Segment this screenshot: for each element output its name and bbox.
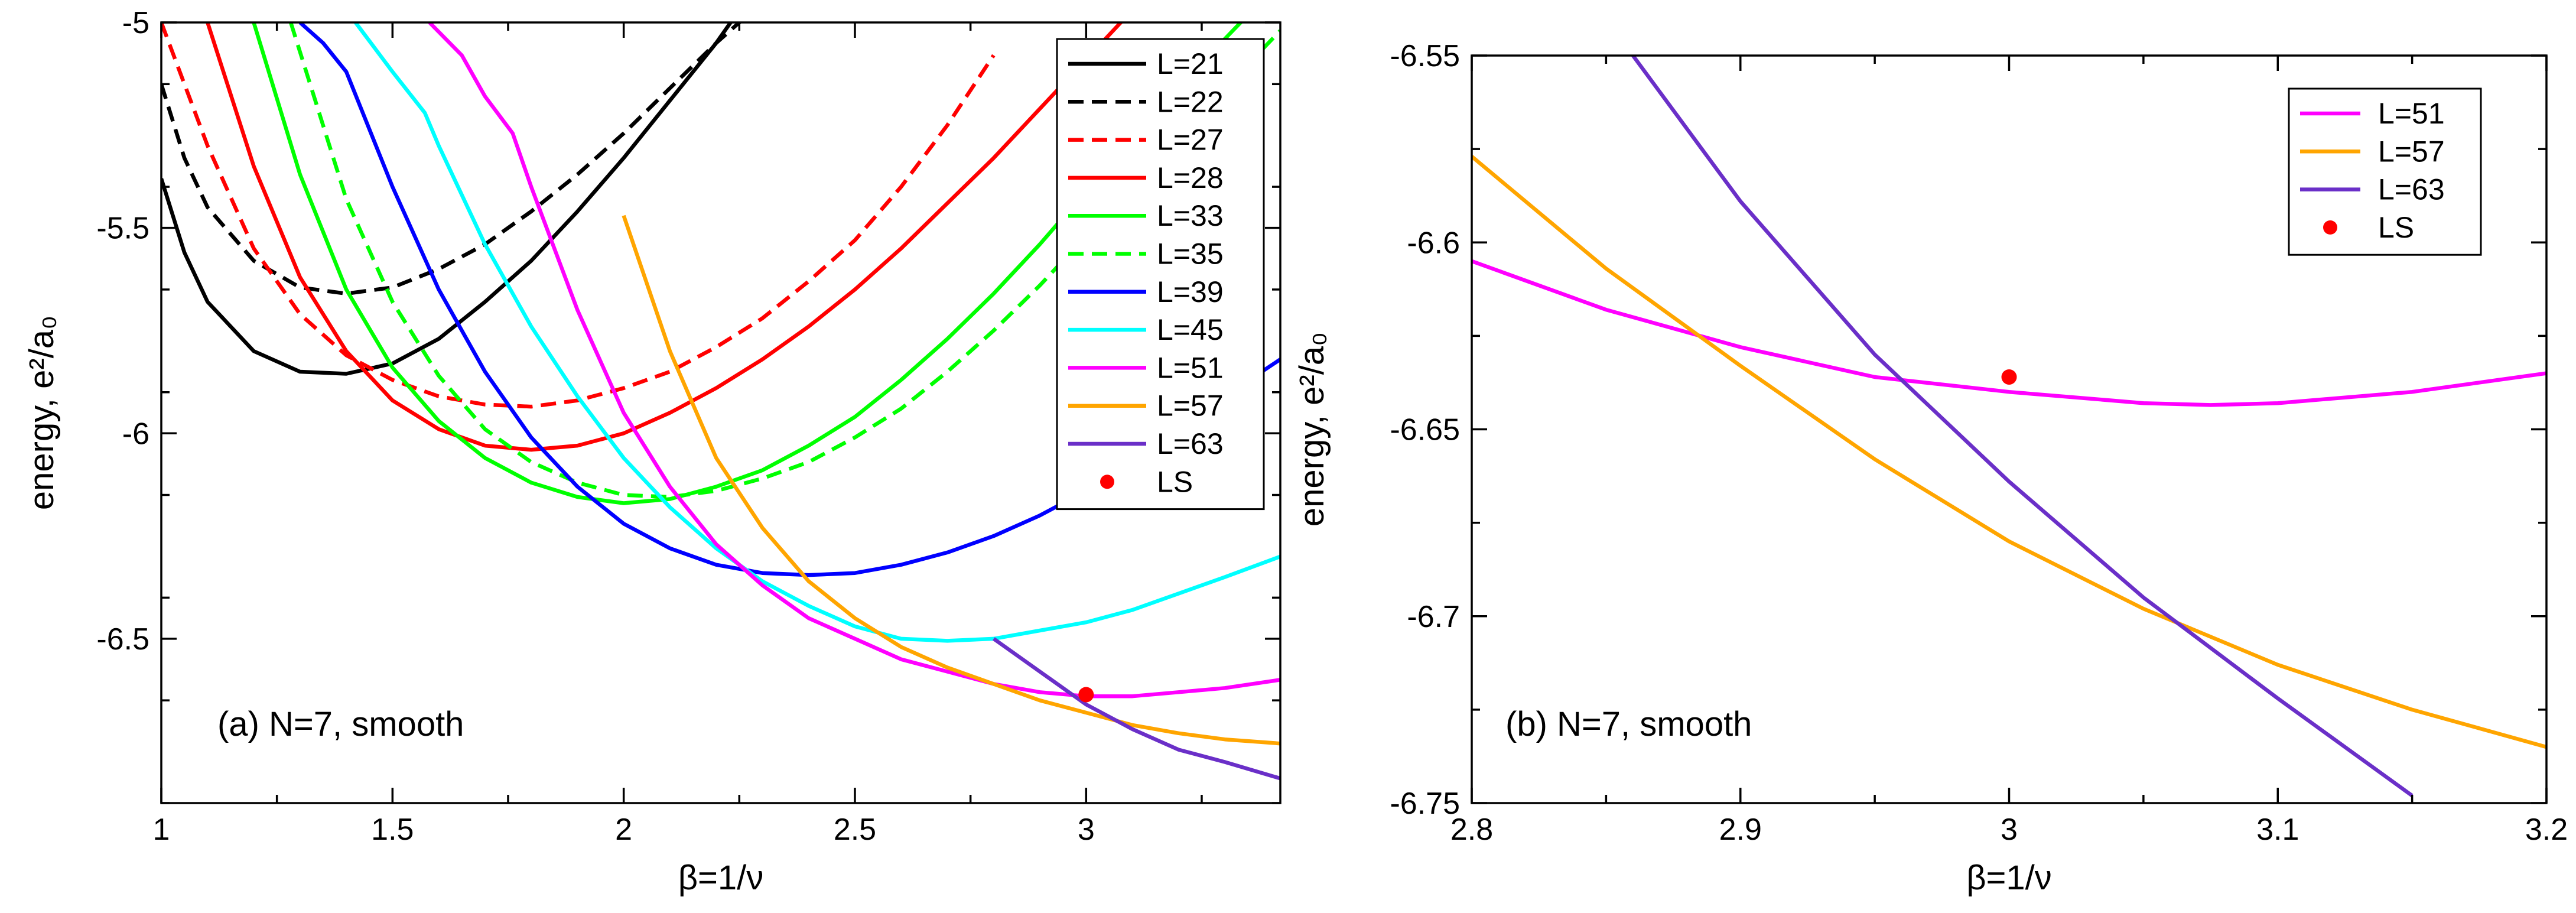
legend-label: L=27 xyxy=(1157,124,1224,157)
y-tick-label: -6.5 xyxy=(96,622,149,657)
x-tick-label: 2.9 xyxy=(1719,813,1762,847)
ls-data-point xyxy=(1078,687,1094,703)
legend: L=21 L=22 L=27 L=28 L=33 L=35 L=39 L=45 L=51 L=57… xyxy=(1056,38,1265,511)
x-tick-label: 1 xyxy=(153,813,170,847)
panel-b: 2.8 2.9 3 3.1 3.2 -6.75 -6.7 -6.65 -6.6 -6.55 β=1/… xyxy=(1293,39,2568,897)
legend-label: L=28 xyxy=(1157,161,1224,194)
x-axis-title: β=1/ν xyxy=(678,859,764,897)
y-tick-label: -5 xyxy=(122,6,149,40)
x-tick-label: 3 xyxy=(2001,813,2018,847)
legend-label: L=63 xyxy=(1157,427,1224,460)
legend-label: L=39 xyxy=(1157,275,1224,308)
ls-data-point xyxy=(2001,369,2017,385)
y-axis-title: energy, e²/a₀ xyxy=(22,316,61,510)
y-tick-label: -6.7 xyxy=(1407,600,1460,634)
series-line-l27 xyxy=(161,22,996,409)
legend-label: L=57 xyxy=(1157,389,1224,423)
y-tick-label: -6.6 xyxy=(1407,226,1460,260)
legend-label: L=51 xyxy=(2378,97,2445,130)
legend-label: L=45 xyxy=(1157,313,1224,346)
panel-a: 1 1.5 2 2.5 3 -5 -5.5 -6 -6.5 β=1/ν energy, e²/a₀ (… xyxy=(22,6,1282,897)
x-tick-label: 1.5 xyxy=(371,813,414,847)
legend-box xyxy=(2288,87,2482,256)
y-tick-label: -6 xyxy=(122,417,149,451)
plot-area xyxy=(1472,56,2546,798)
x-axis-title: β=1/ν xyxy=(1966,859,2052,897)
series-line-l63 xyxy=(992,637,1280,781)
x-tick-label: 2.8 xyxy=(1450,813,1493,847)
legend-swatch xyxy=(2323,220,2337,235)
series-line-l45 xyxy=(354,22,1280,643)
y-tick-label: -6.55 xyxy=(1390,39,1460,73)
plot-frame xyxy=(160,21,1282,804)
legend-label: L=57 xyxy=(2378,135,2445,168)
x-tick-label: 2.5 xyxy=(834,813,876,847)
legend-label: L=21 xyxy=(1157,47,1224,80)
y-tick-label: -6.75 xyxy=(1390,787,1460,821)
legend-label: L=35 xyxy=(1157,238,1224,271)
legend-box xyxy=(1056,38,1265,511)
panel-annotation: (b) N=7, smooth xyxy=(1505,705,1752,743)
legend-label: L=33 xyxy=(1157,199,1224,232)
series-line-l51 xyxy=(1472,259,2546,407)
legend-label: L=63 xyxy=(2378,173,2445,206)
x-tick-label: 2 xyxy=(615,813,632,847)
series-line-l21 xyxy=(161,22,733,376)
series-line-l57 xyxy=(1472,155,2546,749)
x-tick-label: 3 xyxy=(1078,813,1095,847)
legend: L=51 L=57 L=63 LS xyxy=(2288,87,2482,256)
y-tick-label: -5.5 xyxy=(96,212,149,246)
series-line-l22 xyxy=(161,22,743,296)
y-axis-title: energy, e²/a₀ xyxy=(1293,332,1331,527)
series-line-l51 xyxy=(428,22,1280,698)
legend-label: LS xyxy=(2378,211,2414,244)
x-tick-label: 3.1 xyxy=(2256,813,2299,847)
panel-annotation: (a) N=7, smooth xyxy=(217,705,464,743)
legend-label: L=22 xyxy=(1157,85,1224,118)
legend-swatch xyxy=(1100,475,1114,489)
series-line-l63 xyxy=(1631,56,2414,798)
series-line-l57 xyxy=(622,215,1280,746)
legend-label: L=51 xyxy=(1157,351,1224,384)
series-line-l28 xyxy=(206,22,1124,452)
y-tick-label: -6.65 xyxy=(1390,413,1460,447)
x-tick-label: 3.2 xyxy=(2525,813,2568,847)
legend-label: LS xyxy=(1157,465,1193,498)
